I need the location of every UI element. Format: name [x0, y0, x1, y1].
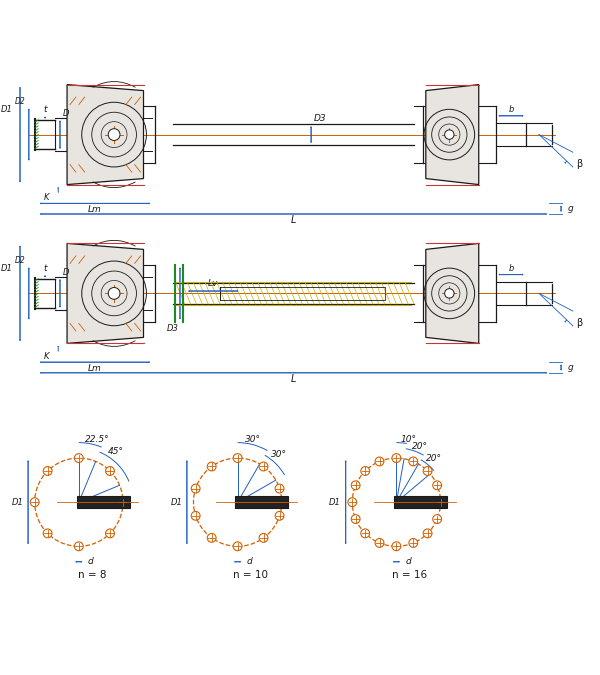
Circle shape [409, 539, 418, 547]
Polygon shape [67, 84, 143, 184]
Circle shape [409, 457, 418, 466]
Circle shape [30, 497, 39, 507]
Circle shape [207, 462, 216, 471]
Circle shape [275, 512, 284, 520]
Text: n = 10: n = 10 [233, 570, 268, 580]
Bar [394, 496, 447, 508]
Bar [77, 496, 130, 508]
Text: 20°: 20° [426, 454, 442, 462]
Circle shape [108, 129, 120, 140]
Circle shape [433, 514, 442, 524]
Text: L: L [291, 215, 296, 225]
Circle shape [74, 454, 83, 462]
Circle shape [43, 466, 52, 475]
Text: D2: D2 [15, 256, 26, 265]
Circle shape [423, 466, 432, 475]
Circle shape [106, 529, 115, 538]
Text: D1: D1 [170, 497, 182, 507]
Text: L: L [291, 374, 296, 383]
Circle shape [361, 466, 370, 475]
Text: K: K [44, 352, 49, 361]
Circle shape [275, 484, 284, 493]
Text: 30°: 30° [245, 435, 261, 444]
Circle shape [445, 130, 454, 139]
Text: 22.5°: 22.5° [85, 435, 110, 444]
Circle shape [259, 462, 268, 471]
Circle shape [375, 457, 384, 466]
Circle shape [348, 497, 357, 507]
Polygon shape [67, 244, 143, 344]
Circle shape [375, 539, 384, 547]
Text: b: b [508, 105, 514, 114]
Circle shape [259, 533, 268, 542]
Text: D1: D1 [11, 497, 23, 507]
Text: d: d [247, 558, 252, 566]
Text: Lm: Lm [88, 364, 102, 373]
Text: D1: D1 [1, 264, 13, 273]
Text: t: t [43, 105, 47, 114]
Text: n = 8: n = 8 [78, 570, 106, 580]
Text: D: D [63, 268, 70, 277]
Circle shape [445, 289, 454, 298]
Text: 30°: 30° [271, 450, 287, 459]
Text: t: t [43, 264, 47, 273]
Circle shape [233, 454, 242, 462]
Circle shape [108, 288, 120, 299]
Circle shape [361, 529, 370, 538]
Text: D1: D1 [1, 105, 13, 114]
Bar [235, 496, 289, 508]
Text: D2: D2 [15, 97, 26, 106]
Circle shape [119, 497, 127, 507]
Text: Lv: Lv [208, 279, 218, 288]
Text: β: β [576, 318, 582, 328]
Text: D3: D3 [314, 113, 326, 123]
Text: d: d [405, 558, 411, 566]
Circle shape [392, 542, 401, 551]
Text: D: D [63, 109, 70, 118]
Circle shape [43, 529, 52, 538]
Circle shape [351, 481, 360, 489]
Text: 20°: 20° [412, 442, 428, 451]
Circle shape [207, 533, 216, 542]
Text: β: β [576, 159, 582, 169]
Polygon shape [426, 244, 479, 344]
Circle shape [74, 542, 83, 551]
Circle shape [191, 512, 200, 520]
Text: D1: D1 [329, 497, 341, 507]
Circle shape [191, 484, 200, 493]
Text: b: b [508, 264, 514, 273]
Circle shape [392, 454, 401, 462]
Text: g: g [568, 363, 574, 372]
Circle shape [436, 497, 445, 507]
Circle shape [233, 542, 242, 551]
Circle shape [423, 529, 432, 538]
Text: D3: D3 [167, 324, 179, 333]
Text: 10°: 10° [401, 435, 417, 444]
Text: K: K [44, 193, 49, 202]
Circle shape [106, 466, 115, 475]
Text: g: g [568, 205, 574, 213]
Polygon shape [426, 84, 479, 184]
Text: n = 16: n = 16 [392, 570, 427, 580]
Circle shape [433, 481, 442, 489]
Text: d: d [88, 558, 94, 566]
Text: Lm: Lm [88, 205, 102, 214]
Text: 45°: 45° [108, 448, 124, 456]
Circle shape [351, 514, 360, 524]
